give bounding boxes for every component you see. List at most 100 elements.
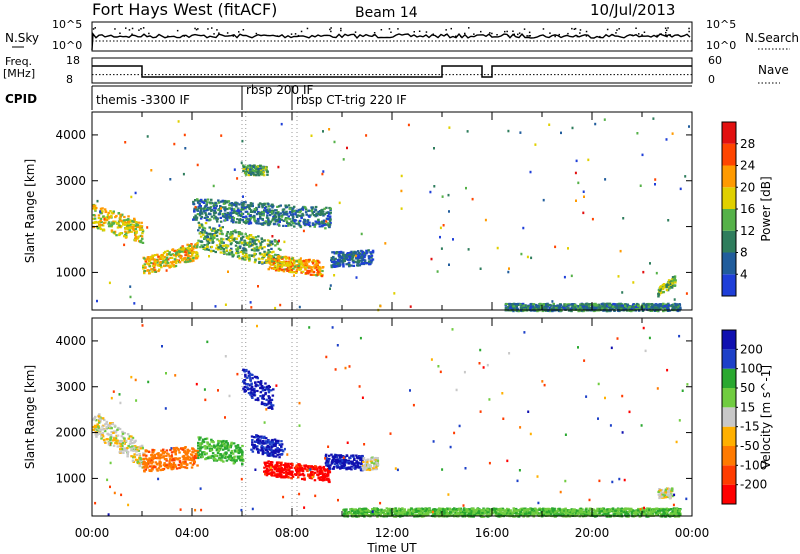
range-cell: [213, 236, 216, 240]
range-cell: [318, 268, 322, 271]
noise-cell: [271, 235, 274, 238]
range-cell: [291, 257, 294, 260]
nsky-noise-point: [207, 28, 209, 30]
range-cell: [161, 450, 165, 453]
range-cell: [360, 262, 363, 266]
range-cell: [637, 303, 640, 306]
range-cell: [242, 165, 245, 169]
range-cell: [672, 279, 676, 282]
range-cell: [299, 264, 302, 267]
range-cell: [198, 206, 201, 209]
range-cell: [120, 219, 123, 222]
range-cell: [257, 235, 260, 238]
range-cell: [321, 266, 325, 269]
range-cell: [221, 442, 225, 445]
range-cell: [325, 217, 329, 220]
range-cell: [263, 207, 267, 210]
range-cell: [302, 259, 306, 262]
range-cell: [127, 231, 130, 234]
range-cell: [153, 454, 157, 457]
range-cell: [222, 202, 226, 205]
range-cell: [298, 208, 302, 211]
range-cell: [241, 463, 244, 466]
range-cell: [144, 468, 147, 471]
range-cell: [265, 169, 268, 172]
range-cell: [172, 264, 176, 267]
range-cell: [287, 223, 290, 226]
nsky-noise-point: [616, 29, 618, 31]
range-cell: [112, 444, 116, 447]
range-cell: [96, 430, 99, 433]
range-cell: [94, 209, 97, 212]
range-cell: [92, 425, 96, 429]
range-cell: [608, 306, 611, 309]
range-cell: [142, 457, 145, 460]
range-cell: [184, 260, 187, 264]
range-cell: [96, 433, 99, 436]
range-cell: [108, 216, 111, 219]
noise-cell: [218, 224, 221, 227]
range-cell: [210, 215, 214, 218]
range-cell: [170, 455, 174, 458]
range-cell: [270, 209, 274, 212]
range-cell: [282, 219, 286, 222]
range-cell: [148, 461, 152, 464]
range-cell: [204, 212, 207, 215]
range-cell: [266, 223, 270, 226]
noise-cell: [639, 184, 642, 187]
range-cell: [181, 447, 184, 450]
range-cell: [663, 286, 667, 289]
nsky-trace: [91, 32, 691, 51]
range-cell: [217, 248, 220, 251]
noise-cell: [526, 255, 529, 259]
range-cell: [145, 463, 149, 466]
range-cell: [165, 459, 168, 462]
range-cell: [144, 457, 148, 460]
range-cell: [669, 282, 673, 286]
range-cell: [291, 217, 295, 220]
range-cell: [130, 226, 133, 229]
range-cell: [531, 305, 535, 308]
range-cell: [159, 461, 162, 464]
range-cell: [280, 445, 283, 448]
range-cell: [231, 218, 234, 221]
range-cell: [128, 219, 132, 222]
range-cell: [196, 201, 200, 204]
nsky-noise-point: [397, 28, 399, 30]
range-cell: [261, 257, 264, 260]
range-cell: [129, 220, 133, 223]
range-cell: [301, 477, 304, 481]
range-cell: [282, 261, 286, 264]
range-cell: [338, 457, 342, 460]
range-cell: [166, 264, 169, 267]
range-cell: [130, 447, 133, 450]
range-cell: [329, 207, 332, 210]
noise-cell: [173, 142, 176, 146]
range-cell: [277, 473, 281, 477]
range-cell: [138, 226, 142, 229]
range-cell: [144, 266, 147, 269]
nsky-noise-point: [579, 32, 581, 34]
range-cell: [361, 455, 364, 458]
range-cell: [125, 223, 129, 226]
range-cell: [362, 251, 366, 254]
noise-cell: [236, 177, 239, 180]
range-cell: [268, 214, 272, 217]
range-cell: [645, 304, 648, 307]
range-cell: [265, 261, 268, 264]
nsky-noise-point: [688, 27, 690, 30]
range-cell: [261, 173, 264, 176]
range-cell: [248, 254, 251, 257]
noise-cell: [400, 174, 403, 178]
range-cell: [342, 263, 345, 266]
range-cell: [237, 235, 241, 238]
range-cell: [599, 308, 603, 311]
range-cell: [611, 305, 615, 308]
range-cell: [245, 216, 248, 220]
range-cell: [336, 466, 340, 469]
range-cell: [144, 258, 147, 261]
range-cell: [227, 207, 231, 210]
nsky-noise-point: [94, 27, 96, 29]
range-cell: [237, 254, 241, 258]
range-cell: [270, 462, 273, 465]
